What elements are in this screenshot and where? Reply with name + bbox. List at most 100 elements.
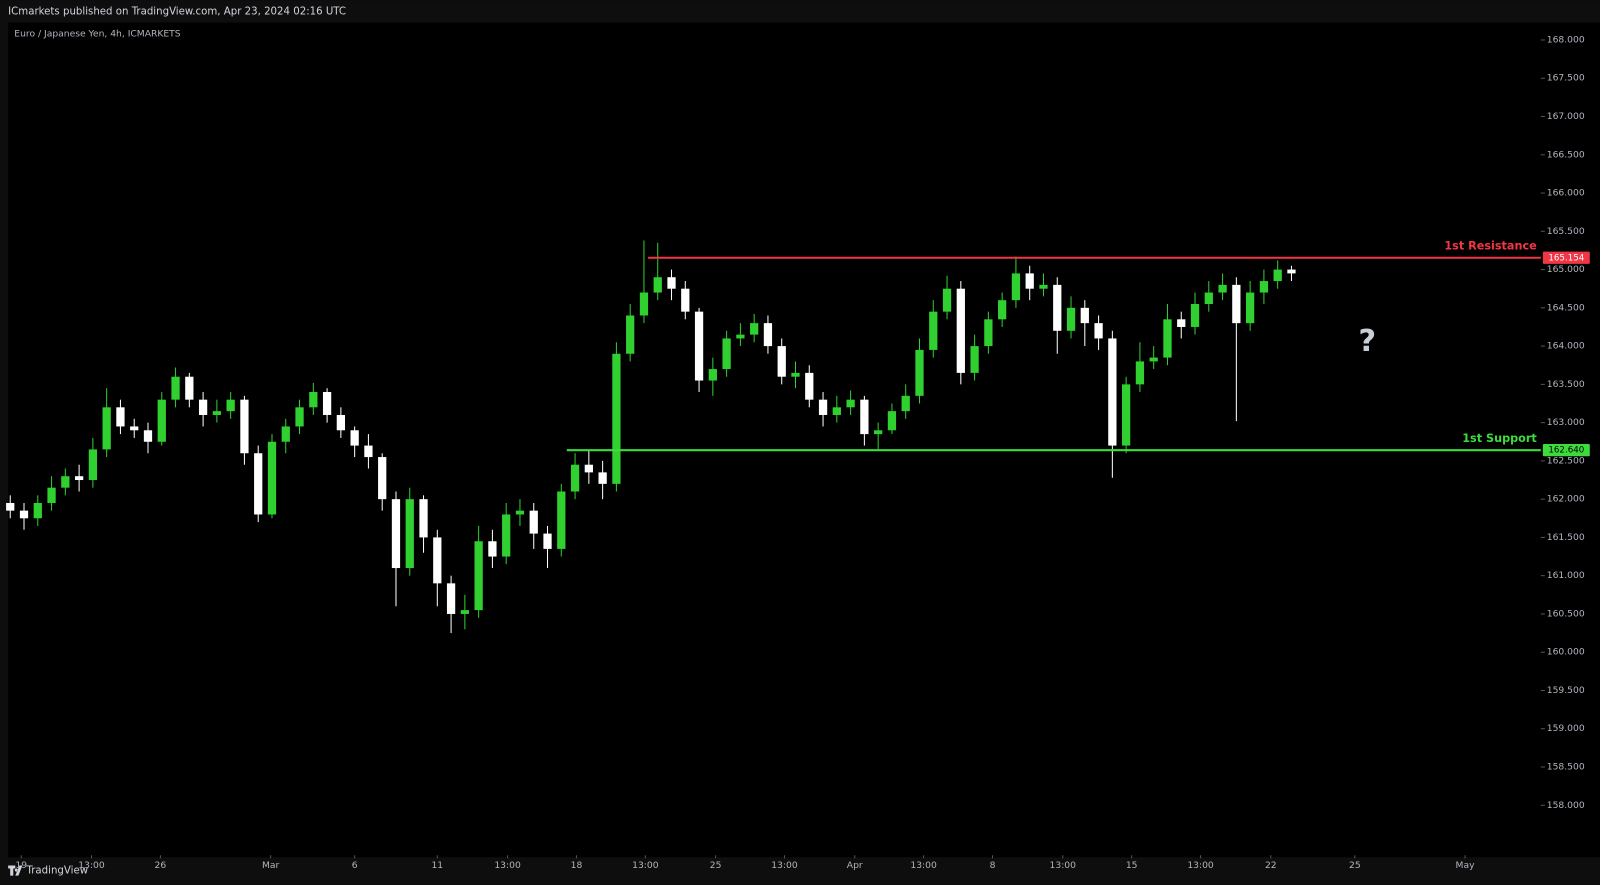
candle-body	[47, 487, 56, 503]
brand-name: TradingView	[26, 866, 89, 877]
x-tick-label: Apr	[847, 860, 863, 871]
candle-body	[1287, 269, 1296, 274]
candle-body	[1122, 384, 1131, 446]
x-tick-label: 25	[710, 860, 722, 871]
price-tag	[1542, 444, 1590, 457]
candle-body	[336, 414, 346, 431]
candle-body	[102, 407, 111, 450]
candle-body	[322, 392, 332, 415]
candle-body	[984, 319, 993, 347]
candle-body	[74, 476, 84, 481]
x-tick-label: 11	[431, 860, 443, 871]
candle-body	[198, 399, 208, 415]
x-tick-label: 13:00	[771, 860, 798, 871]
y-tick-label: 163.500	[1547, 379, 1585, 390]
candle-body	[901, 395, 910, 412]
candle-body	[391, 499, 401, 569]
candle-body	[584, 464, 593, 473]
candle-body	[61, 476, 70, 488]
candle-body	[378, 457, 387, 500]
candle-body	[1066, 307, 1076, 331]
candle-body	[929, 311, 938, 350]
candle-body	[598, 472, 607, 484]
x-tick-label: 19	[15, 860, 27, 871]
candle-body	[1273, 269, 1282, 282]
y-tick-label: 162.500	[1547, 455, 1585, 466]
candle-body	[887, 411, 897, 431]
x-tick-label: Mar	[262, 860, 280, 871]
candle-body	[185, 376, 194, 400]
candle-body	[267, 441, 277, 515]
x-tick-label: 26	[155, 860, 167, 871]
candle-body	[1135, 361, 1145, 385]
x-tick-label: 22	[1265, 860, 1277, 871]
candle-body	[612, 353, 621, 484]
x-tick-label: 13:00	[632, 860, 659, 871]
candle-body	[653, 277, 662, 293]
candle-body	[433, 537, 442, 584]
candle-body	[1039, 284, 1048, 289]
x-tick-label: 6	[352, 860, 358, 871]
y-tick-label: 160.000	[1547, 647, 1585, 658]
candle-body	[1025, 273, 1034, 289]
candle-body	[1204, 292, 1213, 305]
candle-body	[1232, 284, 1241, 324]
candle-body	[240, 399, 249, 454]
x-tick-label: 13:00	[1050, 860, 1077, 871]
y-tick-label: 166.000	[1547, 188, 1585, 199]
y-tick-label: 167.000	[1547, 111, 1585, 122]
candle-body	[1094, 323, 1103, 339]
candle-body	[681, 288, 690, 312]
candle-body	[446, 583, 456, 614]
y-tick-label: 166.500	[1547, 149, 1585, 160]
candle-body	[639, 292, 649, 316]
candle-body	[143, 430, 153, 442]
candle-body	[915, 349, 924, 396]
x-tick-label: 18	[571, 860, 583, 871]
candle-body	[1177, 319, 1186, 327]
candle-body	[1053, 284, 1062, 331]
x-tick-label: May	[1456, 860, 1476, 871]
candle-body	[405, 499, 414, 569]
candle-body	[1190, 304, 1200, 327]
candle-body	[350, 430, 359, 446]
price-tag-label: 165.154	[1548, 253, 1584, 263]
candle-body	[818, 399, 828, 415]
candle-body	[33, 502, 42, 519]
symbol-title: Euro / Japanese Yen, 4h, ICMARKETS	[14, 28, 181, 39]
candle-body	[750, 323, 759, 335]
candle-body	[557, 491, 566, 549]
candle-body	[1163, 319, 1172, 358]
publish-header: ICmarkets published on TradingView.com, …	[8, 6, 346, 17]
candle-body	[942, 288, 952, 312]
y-tick-label: 159.500	[1547, 685, 1585, 696]
candle-body	[88, 449, 98, 481]
candle-body	[543, 533, 552, 549]
candle-body	[364, 445, 373, 458]
y-tick-label: 167.500	[1547, 73, 1585, 84]
candle-body	[254, 453, 263, 515]
candle-body	[570, 464, 580, 492]
y-tick-label: 162.000	[1547, 494, 1585, 505]
candle-body	[171, 376, 180, 400]
chart-panel	[8, 22, 1600, 858]
candle-body	[488, 541, 497, 557]
candle-body	[460, 610, 469, 614]
x-tick-label: 15	[1126, 860, 1138, 871]
candle-body	[130, 426, 139, 431]
brand-logo	[8, 865, 23, 876]
candle-body	[956, 288, 965, 373]
candle-body	[502, 514, 511, 557]
candle-body	[309, 392, 318, 408]
candle-body	[970, 346, 979, 373]
candle-body	[667, 277, 676, 289]
level-name: 1st Support	[1462, 432, 1537, 445]
candle-body	[763, 323, 773, 347]
y-tick-label: 163.000	[1547, 417, 1585, 428]
candle-body	[281, 426, 290, 442]
candle-body	[515, 510, 525, 515]
x-tick-label: 13:00	[910, 860, 937, 871]
price-tag-label: 162.640	[1548, 446, 1584, 456]
candle-body	[19, 510, 29, 519]
